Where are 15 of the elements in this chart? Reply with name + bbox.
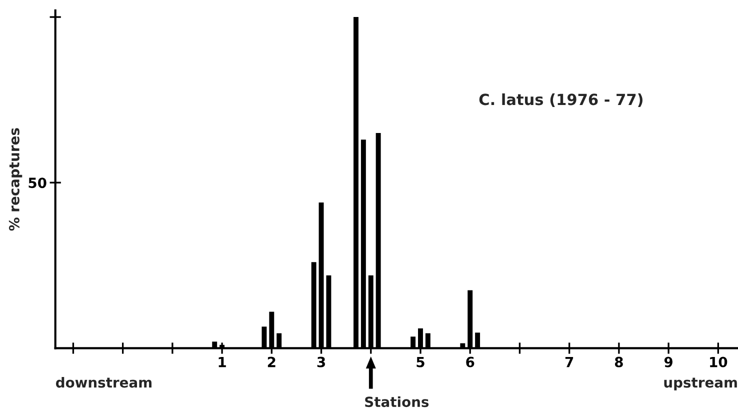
x-tick-label: 7 (565, 356, 574, 368)
x-axis-title: Stations (365, 396, 429, 408)
y-tick-label: 50 (28, 178, 46, 188)
x-tick-label: 5 (416, 356, 424, 368)
x-tick-label: 3 (317, 356, 325, 368)
x-tick-label: 8 (614, 356, 623, 368)
x-tick-label: 10 (710, 356, 728, 368)
text: downstream (56, 376, 152, 388)
text: upstream (664, 378, 737, 390)
text: C. latus (1976 - 77) (479, 93, 642, 108)
x-tick-label: 9 (664, 356, 672, 368)
y-axis-title: % recaptures (8, 128, 22, 231)
x-tick-label: 6 (466, 356, 474, 368)
x-tick-label: 2 (268, 356, 276, 368)
x-tick-label: 1 (218, 356, 226, 368)
